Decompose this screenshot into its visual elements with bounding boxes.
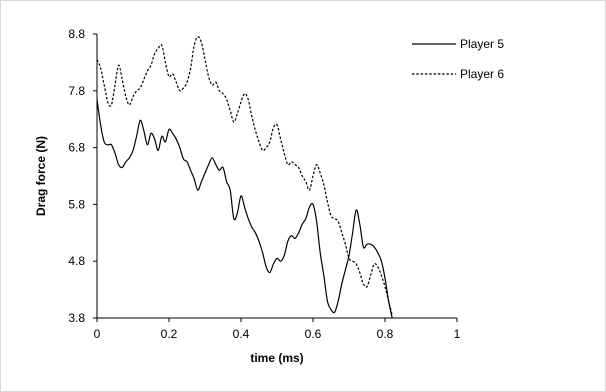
x-tick-label: 0.4 bbox=[233, 327, 250, 341]
y-tick-label: 5.8 bbox=[68, 197, 85, 211]
legend-label: Player 6 bbox=[460, 67, 504, 81]
x-tick-label: 0.6 bbox=[305, 327, 322, 341]
y-tick-label: 7.8 bbox=[68, 84, 85, 98]
axis-ticks: 0 0.2 0.4 0.6 0.8 1 3.8 4.8 5.8 6.8 7.8 8.8 bbox=[68, 27, 460, 341]
y-tick-label: 6.8 bbox=[68, 141, 85, 155]
x-tick-label: 0.2 bbox=[161, 327, 178, 341]
series-layer bbox=[96, 36, 393, 319]
series-line-player-5 bbox=[96, 99, 393, 319]
y-tick-label: 4.8 bbox=[68, 254, 85, 268]
x-tick-label: 0.8 bbox=[377, 327, 394, 341]
x-tick-label: 0 bbox=[94, 327, 101, 341]
y-tick-label: 8.8 bbox=[68, 27, 85, 41]
x-axis-title: time (ms) bbox=[250, 351, 303, 365]
y-tick-label: 3.8 bbox=[68, 311, 85, 325]
series-line-player-6 bbox=[96, 36, 393, 316]
legend: Player 5 Player 6 bbox=[412, 37, 504, 81]
y-axis-title: Drag force (N) bbox=[34, 136, 48, 216]
x-tick-label: 1 bbox=[454, 327, 461, 341]
legend-label: Player 5 bbox=[460, 37, 504, 51]
